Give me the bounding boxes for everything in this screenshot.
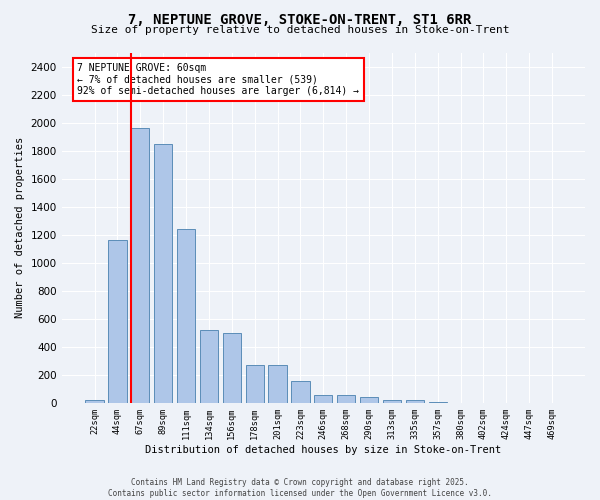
Bar <box>200 330 218 403</box>
Bar <box>177 229 195 403</box>
Bar <box>383 400 401 403</box>
Bar <box>85 400 104 403</box>
Bar <box>428 402 447 403</box>
Bar <box>314 394 332 403</box>
Bar <box>337 396 355 403</box>
Bar <box>223 333 241 403</box>
Bar <box>154 144 172 403</box>
Y-axis label: Number of detached properties: Number of detached properties <box>15 137 25 318</box>
Bar <box>268 365 287 403</box>
Bar <box>109 240 127 403</box>
Text: 7 NEPTUNE GROVE: 60sqm
← 7% of detached houses are smaller (539)
92% of semi-det: 7 NEPTUNE GROVE: 60sqm ← 7% of detached … <box>77 63 359 96</box>
Bar <box>131 128 149 403</box>
Bar <box>406 400 424 403</box>
Bar <box>245 365 264 403</box>
Text: 7, NEPTUNE GROVE, STOKE-ON-TRENT, ST1 6RR: 7, NEPTUNE GROVE, STOKE-ON-TRENT, ST1 6R… <box>128 12 472 26</box>
Text: Contains HM Land Registry data © Crown copyright and database right 2025.
Contai: Contains HM Land Registry data © Crown c… <box>108 478 492 498</box>
Bar <box>292 382 310 403</box>
X-axis label: Distribution of detached houses by size in Stoke-on-Trent: Distribution of detached houses by size … <box>145 445 502 455</box>
Bar <box>360 398 378 403</box>
Text: Size of property relative to detached houses in Stoke-on-Trent: Size of property relative to detached ho… <box>91 25 509 35</box>
